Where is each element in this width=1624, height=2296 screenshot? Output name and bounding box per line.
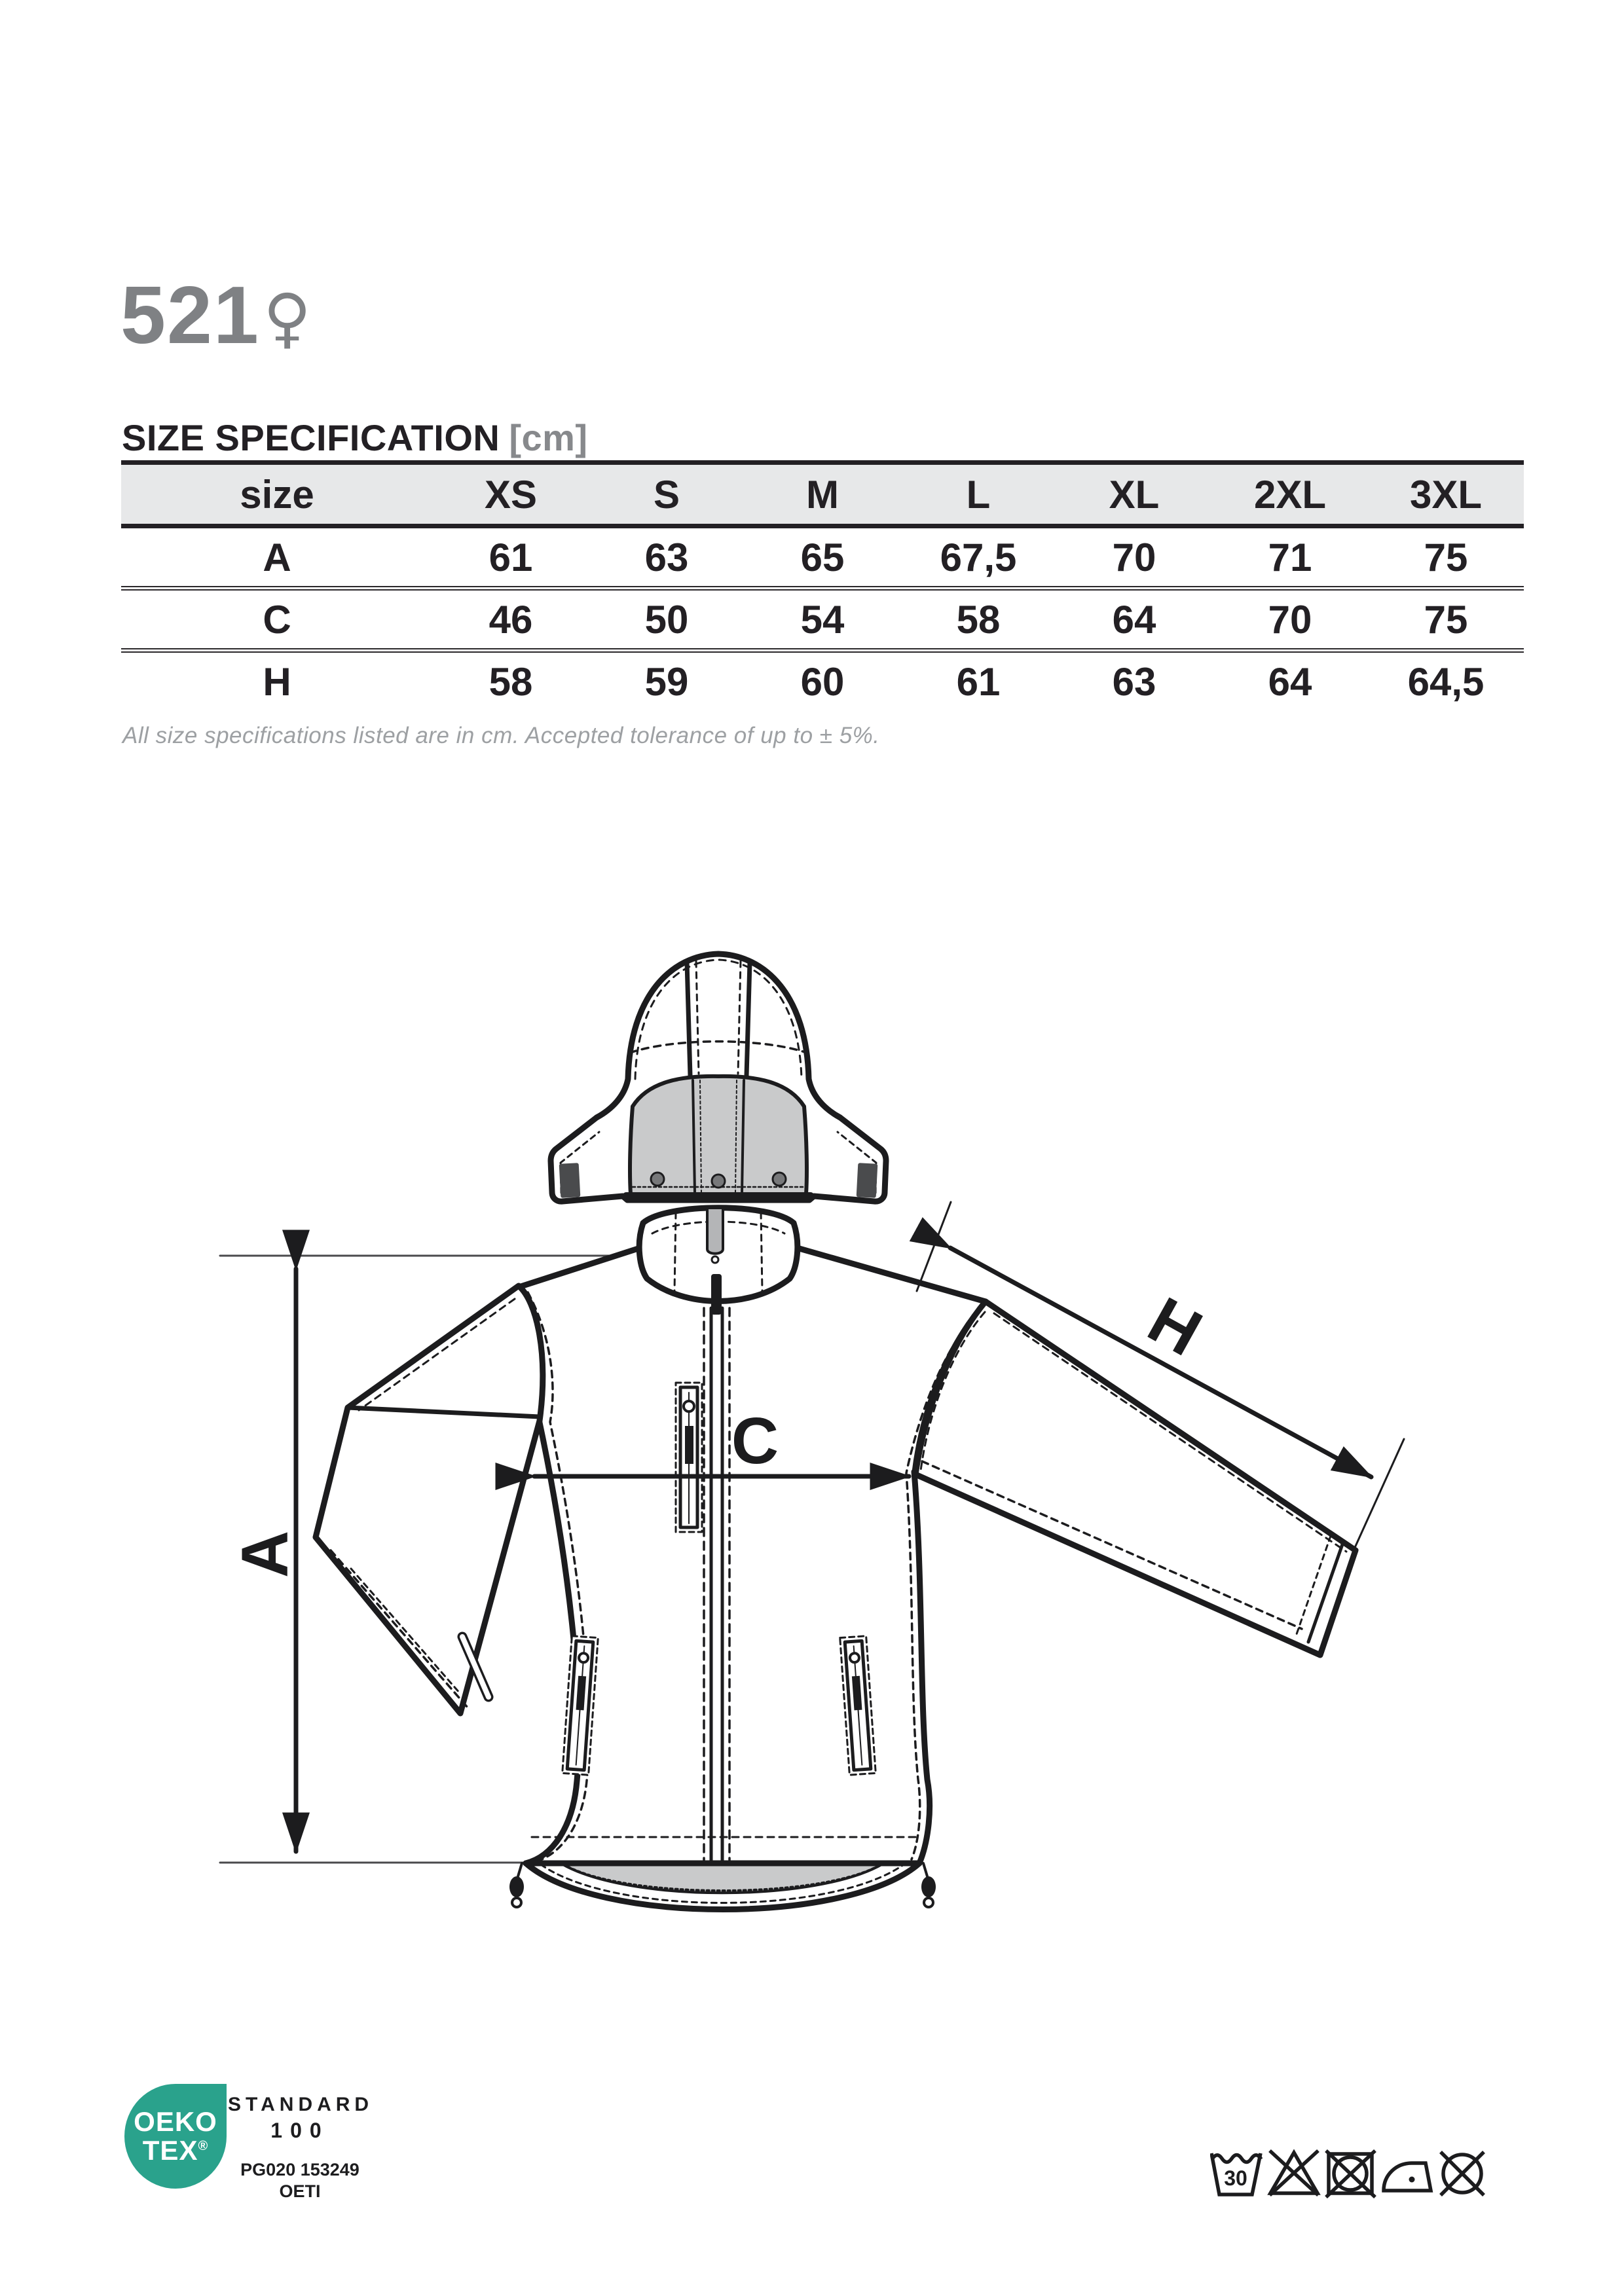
col-header-3xl: 3XL [1409, 472, 1483, 517]
label-C: C [731, 1404, 779, 1478]
drawcord-toggle [509, 1862, 524, 1908]
cell-value: 70 [1268, 597, 1312, 642]
col-header-size: size [240, 472, 314, 517]
measurement-arrows [282, 1201, 1405, 1854]
registered-mark: ® [198, 2139, 209, 2153]
certification-institute: OETI [279, 2181, 321, 2201]
size-table: size XS S M L XL 2XL 3XL A 61 63 65 67,5… [121, 460, 1524, 710]
chest-pocket-zipper [674, 1381, 703, 1533]
section-title: SIZE SPECIFICATION [cm] [122, 416, 588, 459]
col-header-2xl: 2XL [1253, 472, 1327, 517]
cell-value: 67,5 [940, 535, 1017, 579]
drawcord-toggle [921, 1862, 936, 1908]
hood-drawing [547, 951, 889, 1205]
row-label: C [263, 597, 291, 642]
cell-value: 46 [489, 597, 533, 642]
cell-value: 58 [489, 659, 533, 704]
cell-value: 61 [956, 659, 1001, 704]
cell-value: 75 [1424, 535, 1468, 579]
table-row: C 46 50 54 58 64 70 75 [121, 591, 1524, 653]
cell-value: 65 [800, 535, 845, 579]
cell-value: 63 [1112, 659, 1156, 704]
cell-value: 61 [489, 535, 533, 579]
cell-value: 70 [1112, 535, 1156, 579]
arrow-H [909, 1217, 1374, 1480]
do-not-dry-clean-icon [1439, 2151, 1485, 2196]
col-header-l: L [966, 472, 991, 517]
cell-value: 64 [1112, 597, 1156, 642]
cell-value: 64 [1268, 659, 1312, 704]
cell-value: 75 [1424, 597, 1468, 642]
col-header-m: M [806, 472, 839, 517]
do-not-tumble-dry-icon [1325, 2149, 1376, 2198]
cell-value: 54 [800, 597, 845, 642]
oeko-logo-tex: TEX [142, 2135, 198, 2166]
do-not-bleach-icon [1267, 2149, 1321, 2197]
size-table-header-row: size XS S M L XL 2XL 3XL [121, 460, 1524, 528]
side-pocket-zipper [839, 1635, 877, 1776]
wash-temp-label: 30 [1224, 2166, 1247, 2190]
cell-value: 50 [644, 597, 689, 642]
jacket-body-drawing [312, 1205, 1359, 1912]
machine-wash-30-icon: 30 [1210, 2153, 1263, 2196]
side-pocket-zipper [561, 1635, 599, 1776]
female-symbol-icon: ♀ [263, 280, 312, 356]
standard-number: 100 [270, 2119, 329, 2142]
row-label: A [263, 535, 291, 579]
tolerance-note: All size specifications listed are in cm… [122, 723, 880, 748]
col-header-xs: XS [484, 472, 538, 517]
section-title-unit: [cm] [509, 417, 588, 458]
jacket-technical-drawing: A C H [219, 951, 1405, 1912]
certification-text: STANDARD 100 PG020 153249 OETI [228, 2094, 372, 2202]
cell-value: 58 [956, 597, 1001, 642]
table-row: A 61 63 65 67,5 70 71 75 [121, 528, 1524, 591]
cell-value: 63 [644, 535, 689, 579]
oeko-tex-logo: OEKO TEX® [124, 2084, 227, 2189]
cell-value: 60 [800, 659, 845, 704]
col-header-xl: XL [1109, 472, 1160, 517]
certificate-number: PG020 153249 [240, 2160, 360, 2179]
care-symbols: 30 [1210, 2149, 1485, 2198]
cell-value: 59 [644, 659, 689, 704]
table-row: H 58 59 60 61 63 64 64,5 [121, 653, 1524, 710]
oeko-logo-line1: OEKO [134, 2106, 217, 2137]
col-header-s: S [653, 472, 680, 517]
standard-label: STANDARD [228, 2094, 374, 2115]
cell-value: 71 [1268, 535, 1312, 579]
oeko-logo-line2: TEX® [143, 2137, 208, 2164]
section-title-text: SIZE SPECIFICATION [122, 417, 500, 458]
label-A: A [228, 1531, 301, 1578]
row-label: H [263, 659, 291, 704]
product-code: 521 [120, 270, 260, 361]
cell-value: 64,5 [1407, 659, 1485, 704]
iron-low-heat-icon [1382, 2161, 1433, 2193]
